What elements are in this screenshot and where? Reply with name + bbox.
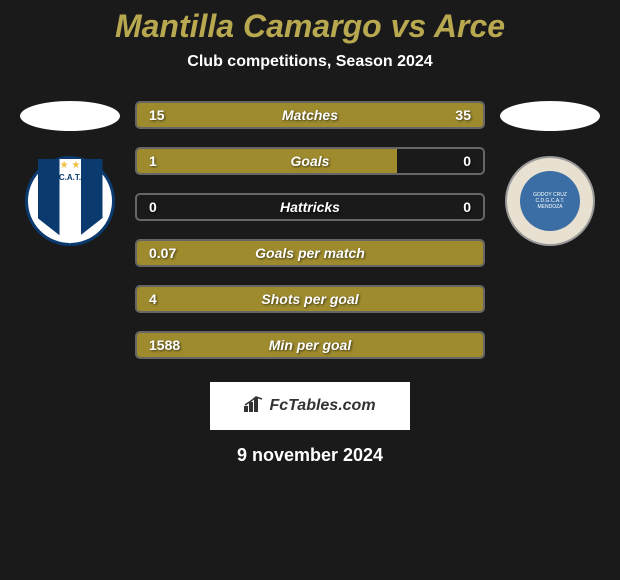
stat-row: 0.07 Goals per match xyxy=(135,239,485,267)
stat-label: Goals xyxy=(291,153,330,169)
date-label: 9 november 2024 xyxy=(0,445,620,466)
chart-icon xyxy=(244,396,264,417)
stat-right-value: 0 xyxy=(463,153,471,169)
stat-right-value: 35 xyxy=(455,107,471,123)
stat-left-value: 4 xyxy=(149,291,157,307)
stat-bar-left xyxy=(137,149,397,173)
main-content: ★ ★ C.A.T. 15Matches351Goals00Hattricks0… xyxy=(0,101,620,377)
stat-label: Goals per match xyxy=(255,245,365,261)
left-player-avatar-placeholder xyxy=(20,101,120,131)
stat-row: 0 Hattricks 0 xyxy=(135,193,485,221)
left-club-shield: ★ ★ C.A.T. xyxy=(38,159,103,244)
stat-label: Min per goal xyxy=(269,337,351,353)
stars-icon: ★ ★ xyxy=(60,161,81,171)
stats-column: 15 Matches 35 1 Goals 0 0 Hattricks 0 0.07 Goals p… xyxy=(130,101,490,377)
left-club-name: C.A.T. xyxy=(59,173,81,182)
branding-text: FcTables.com xyxy=(269,397,375,415)
stat-left-value: 1588 xyxy=(149,337,180,353)
right-club-shield: GODOY CRUZC.D.G.C.A.T.MENDOZA xyxy=(520,171,580,231)
right-club-logo: GODOY CRUZC.D.G.C.A.T.MENDOZA xyxy=(505,156,595,246)
stat-row: 1588 Min per goal xyxy=(135,331,485,359)
comparison-widget: Mantilla Camargo vs Arce Club competitio… xyxy=(0,0,620,580)
stat-row: 1 Goals 0 xyxy=(135,147,485,175)
stat-label: Hattricks xyxy=(280,199,340,215)
stat-bar-right xyxy=(241,103,483,127)
stat-row: 4 Shots per goal xyxy=(135,285,485,313)
stat-row: 15 Matches 35 xyxy=(135,101,485,129)
subtitle: Club competitions, Season 2024 xyxy=(0,53,620,101)
left-player-column: ★ ★ C.A.T. xyxy=(10,101,130,246)
stat-left-value: 0.07 xyxy=(149,245,176,261)
right-player-avatar-placeholder xyxy=(500,101,600,131)
right-club-name: GODOY CRUZC.D.G.C.A.T.MENDOZA xyxy=(533,192,567,210)
stat-left-value: 0 xyxy=(149,199,157,215)
stat-left-value: 15 xyxy=(149,107,165,123)
left-club-logo: ★ ★ C.A.T. xyxy=(25,156,115,246)
right-player-column: GODOY CRUZC.D.G.C.A.T.MENDOZA xyxy=(490,101,610,246)
stat-left-value: 1 xyxy=(149,153,157,169)
page-title: Mantilla Camargo vs Arce xyxy=(0,0,620,53)
stat-label: Matches xyxy=(282,107,338,123)
stat-right-value: 0 xyxy=(463,199,471,215)
branding-badge[interactable]: FcTables.com xyxy=(210,382,410,430)
stat-label: Shots per goal xyxy=(261,291,358,307)
